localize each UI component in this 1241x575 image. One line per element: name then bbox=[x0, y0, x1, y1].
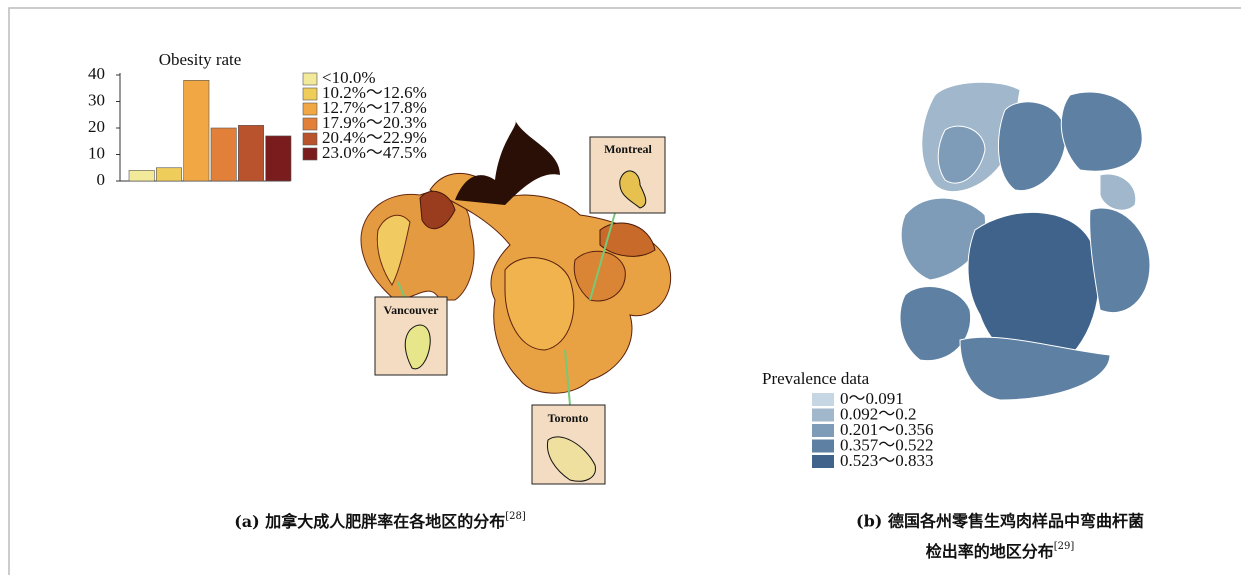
bar-title: Obesity rate bbox=[159, 50, 242, 69]
legend-swatch bbox=[303, 103, 317, 115]
bar bbox=[211, 128, 236, 181]
bar bbox=[156, 168, 181, 181]
caption-ref: [29] bbox=[1054, 541, 1075, 552]
legend-swatch bbox=[303, 118, 317, 130]
bar bbox=[129, 170, 154, 181]
bar bbox=[238, 125, 263, 181]
legend-swatch bbox=[812, 409, 834, 422]
y-tick-label: 30 bbox=[88, 90, 105, 109]
caption-text: 检出率的地区分布 bbox=[926, 542, 1054, 561]
figure: Obesity rate Montreal Vancouver Toronto … bbox=[0, 0, 1241, 575]
y-tick-label: 0 bbox=[97, 170, 106, 189]
city-label: Vancouver bbox=[384, 303, 440, 317]
legend-swatch bbox=[812, 455, 834, 468]
legend-label: 23.0%～47.5% bbox=[322, 143, 427, 162]
legend-title: Prevalence data bbox=[762, 369, 870, 388]
legend-swatch bbox=[303, 148, 317, 160]
bar bbox=[266, 136, 291, 181]
caption-ref: [28] bbox=[505, 511, 526, 522]
legend-swatch bbox=[812, 393, 834, 406]
bar bbox=[184, 80, 209, 181]
legend-swatch bbox=[303, 73, 317, 85]
caption: 检出率的地区分布[29] bbox=[926, 541, 1075, 561]
legend-swatch bbox=[303, 88, 317, 100]
legend-swatch bbox=[812, 424, 834, 437]
caption: (b) 德国各州零售生鸡肉样品中弯曲杆菌 bbox=[856, 512, 1144, 531]
germany-map bbox=[900, 82, 1150, 400]
legend-swatch bbox=[812, 440, 834, 453]
caption-text: (a) 加拿大成人肥胖率在各地区的分布 bbox=[234, 512, 505, 531]
city-label: Toronto bbox=[548, 411, 589, 425]
city-label: Montreal bbox=[604, 142, 652, 156]
legend-swatch bbox=[303, 133, 317, 145]
legend-label: 0.523～0.833 bbox=[840, 451, 934, 470]
y-tick-label: 40 bbox=[88, 64, 105, 83]
caption: (a) 加拿大成人肥胖率在各地区的分布[28] bbox=[234, 511, 526, 531]
y-tick-label: 20 bbox=[88, 117, 105, 136]
y-tick-label: 10 bbox=[88, 143, 105, 162]
